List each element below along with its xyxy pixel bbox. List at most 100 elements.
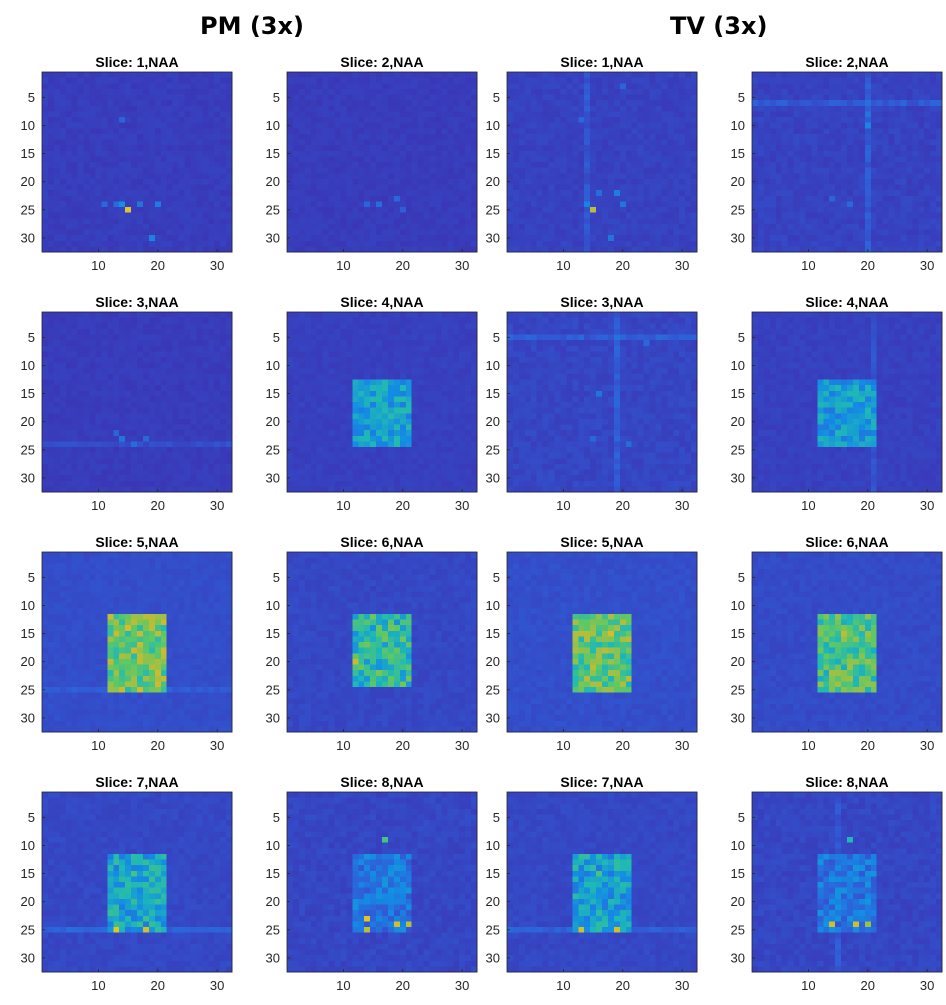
heatmap-cell <box>667 207 674 214</box>
heatmap-cell <box>876 167 884 174</box>
heatmap-cell <box>906 77 913 84</box>
y-tick-label: 10 <box>731 118 745 133</box>
heatmap-cell <box>775 178 783 185</box>
heatmap-cell <box>125 156 132 163</box>
heatmap-cell <box>787 145 794 152</box>
heatmap-cell <box>53 156 61 163</box>
heatmap-cell <box>148 83 156 90</box>
heatmap-cell <box>924 128 931 135</box>
heatmap-cell <box>542 139 549 146</box>
heatmap-cell <box>667 117 674 124</box>
heatmap-cell <box>95 184 102 191</box>
heatmap-cell <box>918 150 925 157</box>
heatmap-cell <box>691 229 698 236</box>
heatmap-cell <box>119 312 126 319</box>
heatmap-cell <box>358 117 365 124</box>
heatmap-cell <box>835 184 842 191</box>
heatmap-cell <box>847 145 854 152</box>
heatmap-cell <box>89 184 96 191</box>
heatmap-cell <box>220 357 227 364</box>
heatmap-cell <box>775 218 783 225</box>
heatmap-cell <box>334 122 341 129</box>
heatmap-cell <box>196 407 203 414</box>
heatmap-cell <box>89 229 96 236</box>
heatmap-cell <box>930 156 937 163</box>
heatmap-cell <box>763 133 771 140</box>
heatmap-cell <box>429 156 436 163</box>
heatmap-cell <box>602 184 609 191</box>
heatmap-cell <box>530 128 538 135</box>
heatmap-cell <box>906 100 913 107</box>
heatmap-cell <box>287 240 294 247</box>
heatmap-cell <box>685 162 692 169</box>
heatmap-cell <box>596 156 603 163</box>
heatmap-cell <box>852 100 860 107</box>
heatmap-cell <box>459 229 466 236</box>
heatmap-cell <box>214 402 221 409</box>
heatmap-cell <box>852 133 860 140</box>
heatmap-cell <box>752 184 759 191</box>
heatmap-cell <box>202 195 209 202</box>
heatmap-cell <box>154 340 162 347</box>
heatmap-cell <box>160 334 168 341</box>
heatmap-cell <box>841 190 848 197</box>
heatmap-cell <box>607 201 615 208</box>
heatmap-cell <box>787 139 794 146</box>
heatmap-cell <box>817 218 824 225</box>
heatmap-cell <box>142 162 150 169</box>
heatmap-cell <box>77 88 84 95</box>
heatmap-cell <box>411 184 419 191</box>
heatmap-cell <box>137 201 144 208</box>
heatmap-cell <box>53 385 61 392</box>
heatmap-cell <box>42 390 49 397</box>
heatmap-cell <box>578 207 585 214</box>
heatmap-cell <box>393 88 401 95</box>
heatmap-cell <box>918 207 925 214</box>
heatmap-cell <box>226 195 233 202</box>
heatmap-cell <box>172 340 179 347</box>
heatmap-cell <box>83 246 90 253</box>
heatmap-cell <box>590 178 597 185</box>
heatmap-cell <box>572 190 579 197</box>
heatmap-cell <box>137 373 144 380</box>
heatmap-cell <box>775 111 783 118</box>
heatmap-cell <box>154 235 162 242</box>
heatmap-cell <box>471 128 478 135</box>
heatmap-cell <box>507 195 514 202</box>
heatmap-cell <box>59 351 67 358</box>
heatmap-cell <box>584 167 591 174</box>
heatmap-cell <box>190 447 197 454</box>
heatmap-cell <box>805 83 812 90</box>
heatmap-cell <box>411 83 419 90</box>
heatmap-cell <box>841 235 848 242</box>
heatmap-cell <box>805 139 812 146</box>
heatmap-cell <box>906 88 913 95</box>
heatmap-cell <box>196 385 203 392</box>
heatmap-cell <box>554 195 561 202</box>
heatmap-cell <box>453 111 460 118</box>
heatmap-cell <box>530 240 538 247</box>
heatmap-cell <box>59 83 67 90</box>
heatmap-cell <box>787 178 794 185</box>
heatmap-cell <box>823 145 830 152</box>
heatmap-cell <box>166 345 174 352</box>
heatmap-cell <box>107 424 114 431</box>
heatmap-cell <box>685 195 692 202</box>
heatmap-cell <box>613 173 621 180</box>
heatmap-cell <box>346 229 353 236</box>
heatmap-cell <box>411 133 419 140</box>
heatmap-cell <box>465 207 472 214</box>
heatmap-cell <box>172 385 179 392</box>
heatmap-cell <box>71 88 79 95</box>
heatmap-cell <box>119 212 126 219</box>
heatmap-cell <box>524 201 532 208</box>
heatmap-cell <box>661 100 668 107</box>
heatmap-cell <box>912 83 919 90</box>
heatmap-cell <box>619 240 627 247</box>
heatmap-cell <box>131 229 138 236</box>
heatmap-cell <box>125 430 132 437</box>
heatmap-cell <box>376 83 383 90</box>
heatmap-cell <box>858 162 866 169</box>
heatmap-cell <box>196 413 203 420</box>
heatmap-cell <box>847 201 854 208</box>
